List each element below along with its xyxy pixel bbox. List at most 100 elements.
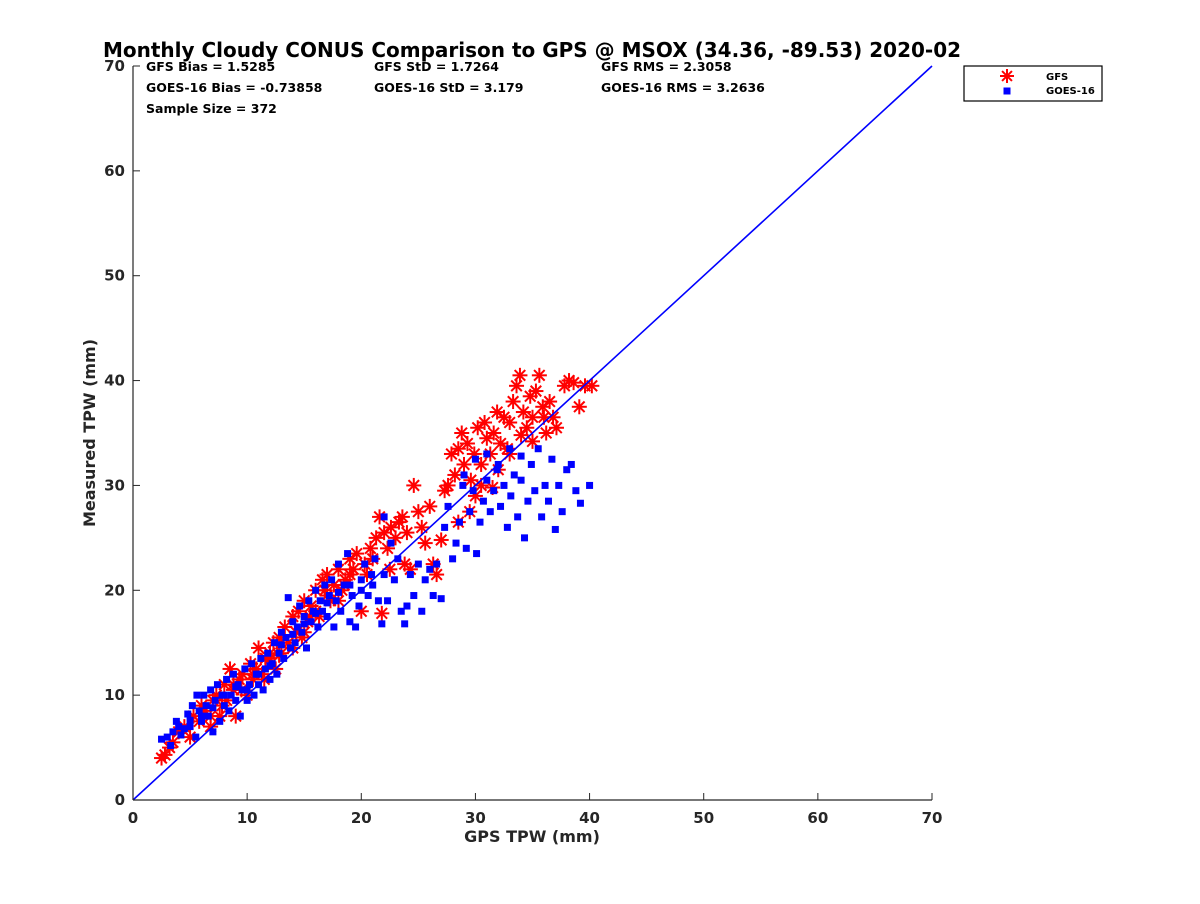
goes-16-point — [357, 576, 365, 584]
goes-16-series — [158, 445, 594, 749]
gfs-point — [447, 467, 463, 483]
goes-16-point — [394, 555, 402, 563]
goes-16-point — [471, 455, 479, 463]
goes-16-point — [180, 725, 188, 733]
goes-16-point — [169, 728, 177, 736]
goes-16-point — [374, 597, 382, 605]
gfs-point — [319, 567, 335, 583]
goes-16-point — [323, 599, 331, 607]
goes-16-point — [524, 497, 532, 505]
y-ticks: 0 10 20 30 40 50 60 70 — [104, 57, 140, 809]
goes-16-point — [572, 487, 580, 495]
goes-16-point — [506, 445, 514, 453]
goes-16-point — [186, 723, 194, 731]
goes-16-point — [429, 592, 437, 600]
goes-16-point — [586, 481, 594, 489]
goes-16-point — [245, 681, 253, 689]
gfs-point — [463, 472, 479, 488]
goes-16-point — [261, 665, 269, 673]
gfs-point — [505, 394, 521, 410]
goes-16-point — [241, 665, 249, 673]
goes-16-point — [330, 623, 338, 631]
goes-16-point — [433, 560, 441, 568]
goes-16-point — [271, 639, 279, 647]
goes-16-point — [387, 539, 395, 547]
goes-16-point — [558, 508, 566, 516]
y-axis-label: Measured TPW (mm) — [80, 339, 99, 527]
gfs-point — [406, 477, 422, 493]
gfs-std-text: GFS StD = 1.7264 — [374, 59, 499, 74]
goes-16-point — [332, 597, 340, 605]
goes-16-point — [517, 476, 525, 484]
goes-16-point — [418, 607, 426, 615]
gfs-point — [417, 535, 433, 551]
gfs-point — [368, 530, 384, 546]
goes-16-point — [328, 576, 336, 584]
goes-16-point — [167, 741, 175, 749]
goes-16-point — [200, 691, 208, 699]
goes-16-point — [441, 523, 449, 531]
gfs-point — [399, 525, 415, 541]
goes-16-point — [223, 675, 231, 683]
goes-16-point — [277, 628, 285, 636]
goes-16-point — [300, 613, 308, 620]
goes-16-point — [567, 460, 575, 468]
goes-16-point — [493, 466, 501, 474]
goes-16-point — [280, 654, 288, 662]
gfs-point — [531, 367, 547, 383]
legend-gfs-marker — [1000, 69, 1014, 83]
goes-16-point — [459, 481, 467, 489]
goes-16-point — [460, 471, 468, 479]
gfs-point — [182, 729, 198, 745]
goes-16-point — [369, 581, 377, 589]
x-tick-label: 50 — [693, 809, 714, 827]
goes-16-point — [473, 550, 481, 558]
goes-16-point — [426, 565, 434, 573]
goes-16-point — [163, 733, 171, 741]
goes-16-point — [232, 683, 240, 691]
goes-16-point — [410, 592, 418, 600]
goes-16-point — [209, 704, 217, 712]
goes-16-point — [277, 641, 285, 649]
goes-16-point — [344, 550, 352, 558]
goes-16-point — [229, 670, 237, 678]
goes-16-point — [259, 686, 267, 694]
goes-16-point — [243, 696, 251, 704]
goes-16-point — [232, 696, 240, 704]
goes-16-point — [337, 607, 345, 615]
goes-bias-text: GOES-16 Bias = -0.73858 — [146, 80, 322, 95]
goes-16-point — [202, 702, 210, 710]
goes-16-point — [503, 523, 511, 531]
legend-gfs-asterisk — [1000, 69, 1014, 83]
gfs-point — [374, 605, 390, 621]
gfs-point — [571, 399, 587, 415]
x-tick-label: 30 — [465, 809, 486, 827]
goes-16-point — [384, 597, 392, 605]
goes-16-point — [462, 544, 470, 552]
goes-16-point — [371, 555, 379, 563]
goes-16-point — [507, 492, 515, 500]
goes-16-point — [368, 571, 376, 579]
goes-16-point — [248, 660, 256, 668]
goes-16-point — [220, 691, 228, 699]
gfs-point — [454, 425, 470, 441]
goes-16-point — [307, 618, 315, 626]
goes-16-point — [298, 628, 306, 636]
x-tick-label: 10 — [237, 809, 258, 827]
legend-box — [963, 65, 1103, 102]
x-tick-label: 60 — [807, 809, 828, 827]
chart-title: Monthly Cloudy CONUS Comparison to GPS @… — [103, 38, 961, 62]
goes-16-point — [421, 576, 429, 584]
goes-16-point — [325, 592, 333, 600]
y-tick-label: 40 — [104, 372, 125, 390]
goes-16-point — [266, 675, 274, 683]
goes-16-point — [466, 508, 474, 516]
gfs-point — [512, 367, 528, 383]
goes-16-point — [302, 644, 310, 652]
gfs-point — [502, 415, 518, 431]
goes-16-point — [312, 586, 320, 594]
y-tick-label: 20 — [104, 581, 125, 599]
goes-16-point — [390, 576, 398, 584]
goes-16-point — [188, 702, 196, 710]
goes-16-point — [227, 691, 235, 699]
